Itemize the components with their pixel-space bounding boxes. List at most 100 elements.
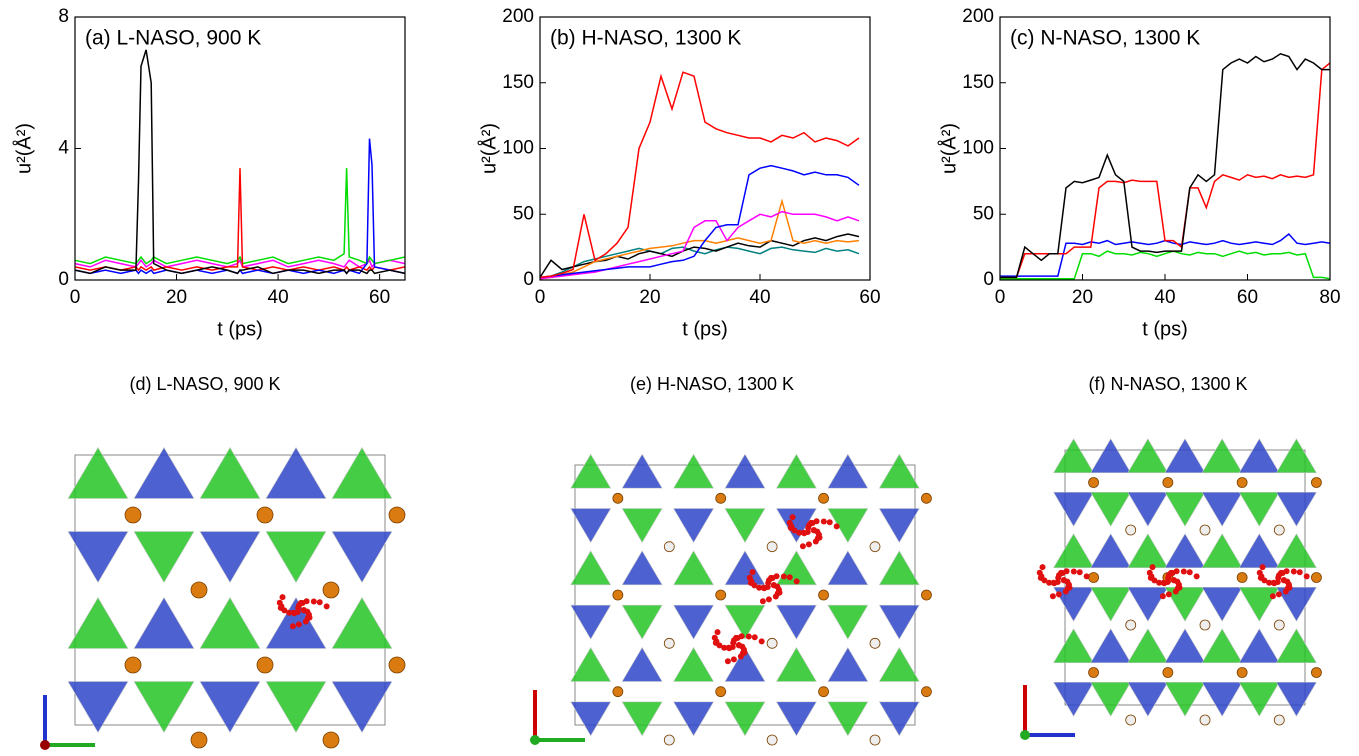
atom — [125, 507, 141, 523]
tetrahedron — [1239, 534, 1279, 568]
y-tick-label: 200 — [962, 6, 994, 27]
tetrahedron — [725, 605, 765, 639]
tetrahedron — [674, 454, 714, 488]
trajectory-dot — [775, 590, 781, 596]
trajectory-dot — [1150, 564, 1156, 570]
y-tick-label: 100 — [502, 138, 534, 159]
trajectory-dot — [815, 535, 821, 541]
tetrahedron — [879, 509, 919, 543]
x-axis-label: t (ps) — [682, 318, 728, 340]
y-tick-label: 8 — [58, 6, 69, 27]
tetrahedron — [828, 605, 868, 639]
trajectory-dot — [821, 519, 827, 525]
tetrahedron — [828, 551, 868, 585]
tetrahedron — [1276, 439, 1316, 473]
trajectory-dot — [1181, 569, 1187, 575]
atom — [870, 735, 880, 745]
x-axis-label: t (ps) — [1142, 318, 1188, 340]
tetrahedron — [674, 551, 714, 585]
x-tick-label: 40 — [1154, 287, 1175, 308]
x-tick-label: 40 — [749, 287, 770, 308]
trajectory-dot — [1270, 593, 1276, 599]
tetrahedron — [879, 702, 919, 736]
atom — [1126, 715, 1136, 725]
tetrahedron — [1276, 492, 1316, 526]
atom — [716, 590, 726, 600]
trajectory-dot — [715, 629, 721, 635]
trajectory-dot — [1038, 573, 1044, 579]
tetrahedron — [1202, 587, 1242, 621]
tetrahedron — [1054, 439, 1094, 473]
tetrahedron — [1276, 587, 1316, 621]
atom — [1089, 573, 1099, 583]
atom — [613, 493, 623, 503]
trajectory-dot — [1148, 573, 1154, 579]
atom — [767, 638, 777, 648]
trajectory-dot — [748, 578, 754, 584]
x-tick-label: 60 — [369, 287, 390, 308]
atom — [819, 687, 829, 697]
tetrahedron — [879, 605, 919, 639]
tetrahedron — [725, 551, 765, 585]
trajectory-dot — [311, 599, 317, 605]
y-tick-label: 150 — [962, 72, 994, 93]
atom — [870, 542, 880, 552]
trajectory-dot — [1187, 569, 1193, 575]
tetrahedron — [1165, 492, 1205, 526]
atom — [389, 507, 405, 523]
x-tick-label: 80 — [1319, 287, 1340, 308]
trajectory-dot — [300, 600, 306, 606]
y-axis-label: u²(Å²) — [937, 123, 960, 174]
atom — [1274, 525, 1284, 535]
tetrahedron — [879, 454, 919, 488]
atom — [323, 582, 339, 598]
tetrahedron — [776, 648, 816, 682]
series-line — [75, 50, 405, 274]
x-tick-label: 0 — [535, 287, 546, 308]
atom — [1274, 620, 1284, 630]
y-tick-label: 0 — [58, 269, 69, 290]
tetrahedron — [571, 648, 611, 682]
y-tick-label: 0 — [983, 269, 994, 290]
atom — [1089, 668, 1099, 678]
atom — [921, 687, 931, 697]
tetrahedron — [622, 551, 662, 585]
trajectory-dot — [801, 530, 807, 536]
atom — [1311, 573, 1321, 583]
tetrahedron — [776, 605, 816, 639]
tetrahedron — [200, 532, 260, 583]
tetrahedron — [1165, 439, 1205, 473]
atom — [1237, 668, 1247, 678]
trajectory-dot — [1060, 570, 1066, 576]
trajectory-dot — [1194, 573, 1200, 579]
tetrahedron — [1202, 682, 1242, 716]
x-tick-label: 20 — [1072, 287, 1093, 308]
atom — [716, 493, 726, 503]
trajectory-dot — [1077, 569, 1083, 575]
x-tick-label: 40 — [268, 287, 289, 308]
tetrahedron — [1239, 682, 1279, 716]
atom — [767, 542, 777, 552]
tetrahedron — [828, 702, 868, 736]
tetrahedron — [674, 605, 714, 639]
tetrahedron — [1128, 587, 1168, 621]
trajectory-dot — [740, 650, 746, 656]
y-axis-label: u²(Å²) — [477, 123, 500, 174]
trajectory-dot — [1160, 593, 1166, 599]
atom — [921, 590, 931, 600]
tetrahedron — [674, 702, 714, 736]
tetrahedron — [1276, 534, 1316, 568]
tetrahedron — [1276, 629, 1316, 663]
axis-origin — [530, 735, 540, 745]
trajectory-dot — [1166, 591, 1172, 597]
series-line — [1000, 63, 1330, 277]
trajectory-dot — [1260, 564, 1266, 570]
trajectory-dot — [810, 520, 816, 526]
axis-origin — [40, 740, 50, 750]
tetrahedron — [1091, 534, 1131, 568]
tetrahedron — [68, 532, 128, 583]
tetrahedron — [134, 532, 194, 583]
trajectory-dot — [1071, 569, 1077, 575]
trajectory-dot — [1061, 577, 1067, 583]
tetrahedron — [879, 648, 919, 682]
